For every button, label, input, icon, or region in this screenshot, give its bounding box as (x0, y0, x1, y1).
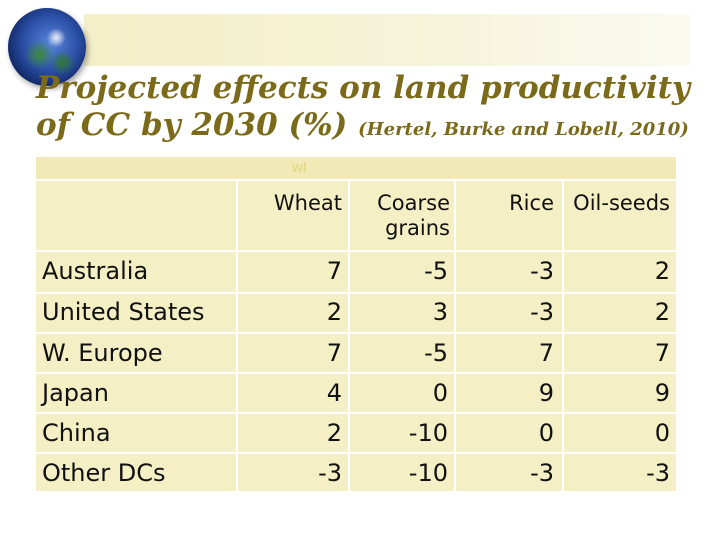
table-cell: 7 (326, 339, 342, 367)
slide-title: Projected effects on land productivity o… (36, 70, 696, 148)
column-header-oilseeds: Oil-seeds (573, 191, 670, 215)
table-cell: -3 (646, 459, 670, 487)
table-cell: -3 (530, 459, 554, 487)
grid-line (36, 412, 676, 414)
grid-line (454, 179, 456, 491)
region-label: Australia (42, 257, 149, 285)
column-header-coarse-grains: Coarse grains (377, 191, 450, 240)
grid-line (562, 179, 564, 491)
table-cell: 2 (326, 298, 342, 326)
table-cell: 9 (654, 379, 670, 407)
table-cell: 0 (654, 419, 670, 447)
region-label: Other DCs (42, 459, 166, 487)
column-header-rice: Rice (509, 191, 554, 215)
table-cell: -5 (424, 257, 448, 285)
table-cell: 2 (326, 419, 342, 447)
productivity-table: wl Wheat Coarse grains Rice Oil-seeds Au… (36, 157, 676, 491)
table-cell: 9 (538, 379, 554, 407)
column-header-wheat: Wheat (273, 191, 342, 215)
region-label: W. Europe (42, 339, 163, 367)
grid-line (348, 179, 350, 491)
grid-line (36, 332, 676, 334)
table-cell: -3 (530, 298, 554, 326)
table-cell: 7 (326, 257, 342, 285)
table-cell: -10 (408, 419, 448, 447)
table-cell: -10 (408, 459, 448, 487)
region-label: China (42, 419, 111, 447)
table-cell: 0 (538, 419, 554, 447)
table-cell: 3 (432, 298, 448, 326)
table-cell: 0 (432, 379, 448, 407)
region-label: United States (42, 298, 205, 326)
table-cell: -5 (424, 339, 448, 367)
table-cell: 7 (538, 339, 554, 367)
grid-line (36, 292, 676, 294)
table-cell: 2 (654, 298, 670, 326)
title-main: Projected effects on land productivity o… (36, 70, 691, 143)
region-label: Japan (42, 379, 109, 407)
table-cell: 2 (654, 257, 670, 285)
title-citation: (Hertel, Burke and Lobell, 2010) (358, 119, 689, 140)
table-cell: 7 (654, 339, 670, 367)
grid-line (36, 452, 676, 454)
grid-line (36, 250, 676, 252)
grid-line (36, 372, 676, 374)
table-cell: -3 (530, 257, 554, 285)
grid-line (236, 179, 238, 491)
header-label: wl (292, 159, 307, 175)
table-header-strip: wl (36, 157, 676, 179)
table-cell: -3 (318, 459, 342, 487)
title-band (84, 14, 690, 66)
grid-line (36, 179, 676, 181)
globe-icon (8, 8, 86, 86)
table-cell: 4 (326, 379, 342, 407)
